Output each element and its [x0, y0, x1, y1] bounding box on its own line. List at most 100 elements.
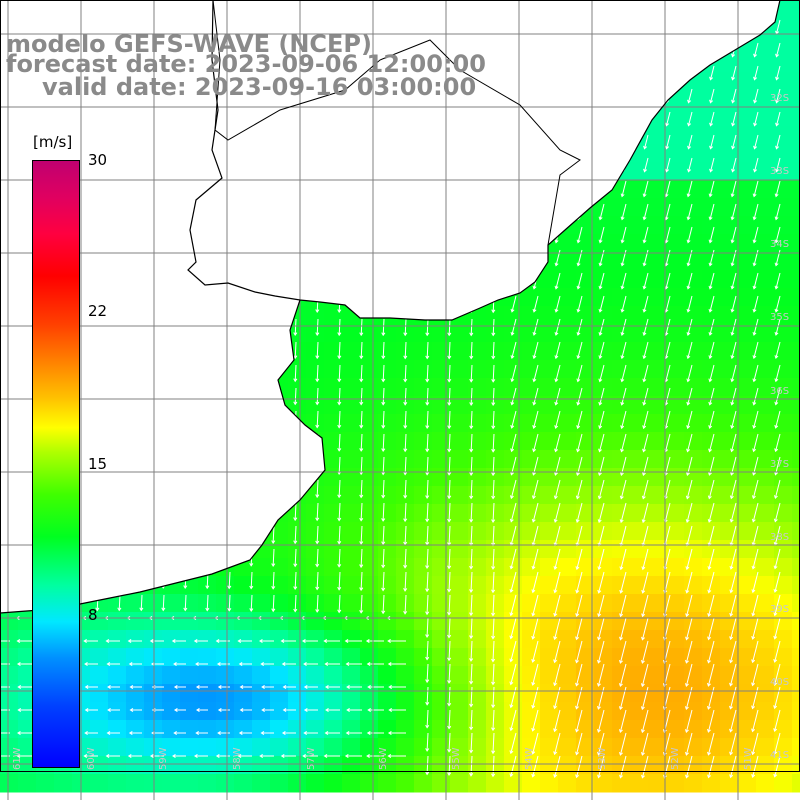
speed-cell — [180, 630, 199, 649]
wind-arrow-head — [752, 378, 757, 383]
wind-arrow — [641, 617, 649, 640]
colorbar-unit: [m/s] — [33, 133, 73, 151]
wind-arrow — [731, 387, 737, 405]
speed-cell — [630, 468, 649, 487]
wind-arrow-head — [642, 308, 647, 313]
wind-arrow-head — [469, 658, 474, 662]
wind-arrow — [643, 203, 649, 220]
wind-arrow-head — [447, 634, 452, 639]
speed-cell — [522, 576, 541, 595]
wind-arrow — [511, 341, 517, 359]
wind-arrow-head — [149, 753, 154, 759]
speed-cell — [234, 738, 253, 757]
speed-cell — [792, 162, 800, 181]
wind-arrow-head — [774, 331, 779, 336]
wind-arrow — [619, 709, 627, 733]
speed-cell — [324, 360, 343, 379]
wind-arrow-head — [337, 494, 342, 499]
wind-arrow-head — [686, 216, 691, 221]
speed-cell — [666, 738, 685, 757]
speed-cell — [306, 684, 325, 703]
wind-arrow — [382, 341, 385, 359]
wind-arrow — [360, 571, 363, 591]
wind-arrow-head — [359, 610, 364, 614]
wind-arrow — [294, 341, 297, 359]
wind-arrow-head — [751, 635, 756, 640]
wind-arrow — [685, 709, 693, 733]
speed-cell — [414, 522, 433, 541]
speed-cell — [432, 648, 451, 667]
wind-arrow-head — [620, 216, 625, 221]
speed-cell — [324, 756, 343, 775]
wind-arrow-head — [708, 355, 713, 360]
wind-arrow-head — [707, 636, 712, 641]
speed-cell — [558, 486, 577, 505]
speed-cell — [0, 756, 19, 775]
speed-cell — [792, 108, 800, 127]
speed-cell — [360, 504, 379, 523]
speed-cell — [504, 432, 523, 451]
wind-arrow-head — [195, 730, 199, 736]
speed-cell — [18, 684, 37, 703]
speed-cell — [612, 486, 631, 505]
wind-arrow-head — [576, 448, 581, 453]
speed-cell — [414, 684, 433, 703]
wind-arrow — [382, 594, 385, 614]
speed-cell — [486, 774, 505, 793]
wind-arrow-head — [532, 355, 537, 360]
wind-arrow — [338, 571, 341, 590]
speed-cell — [792, 270, 800, 289]
speed-cell — [288, 504, 307, 523]
wind-arrow — [775, 364, 781, 382]
speed-cell — [594, 414, 613, 433]
wind-arrow-head — [531, 658, 536, 663]
wind-arrow-head — [730, 239, 735, 244]
speed-cell — [144, 648, 163, 667]
speed-cell — [648, 378, 667, 397]
wind-arrow-head — [642, 448, 647, 453]
wind-arrow — [360, 318, 363, 336]
wind-arrow — [382, 548, 385, 568]
wind-arrow — [709, 318, 715, 336]
speed-cell — [126, 720, 145, 739]
speed-cell — [720, 324, 739, 343]
wind-arrow-head — [687, 168, 692, 173]
speed-cell — [504, 684, 523, 703]
wind-arrow-head — [237, 753, 242, 759]
speed-cell — [576, 558, 595, 577]
speed-cell — [576, 270, 595, 289]
wind-arrow-head — [643, 168, 648, 173]
wind-arrow — [774, 732, 781, 755]
speed-cell — [576, 612, 595, 631]
wind-arrow-head — [509, 704, 514, 709]
wind-arrow-head — [774, 424, 779, 429]
speed-cell — [522, 324, 541, 343]
wind-arrow-head — [469, 772, 474, 777]
wind-arrow-head — [129, 684, 134, 690]
speed-cell — [756, 612, 775, 631]
speed-cell — [630, 234, 649, 253]
speed-cell — [612, 360, 631, 379]
wind-arrow-head — [447, 518, 452, 523]
wind-arrow — [687, 318, 693, 336]
speed-cell — [792, 738, 800, 757]
speed-cell — [720, 216, 739, 235]
wind-arrow-head — [215, 638, 220, 644]
speed-cell — [270, 576, 289, 595]
speed-cell — [18, 756, 37, 775]
wind-arrow-head — [575, 613, 580, 617]
speed-cell — [396, 684, 415, 703]
speed-cell — [198, 702, 217, 721]
wind-arrow-head — [641, 636, 645, 641]
wind-arrow-head — [706, 705, 711, 710]
wind-arrow — [533, 341, 539, 359]
wind-arrow — [731, 203, 737, 220]
wind-arrow — [708, 617, 715, 640]
wind-arrow-head — [618, 683, 623, 688]
wind-arrow-head — [337, 586, 342, 591]
speed-cell — [684, 360, 703, 379]
speed-cell — [432, 738, 451, 757]
speed-cell — [684, 252, 703, 271]
speed-cell — [648, 234, 667, 253]
wind-arrow-head — [619, 774, 623, 779]
